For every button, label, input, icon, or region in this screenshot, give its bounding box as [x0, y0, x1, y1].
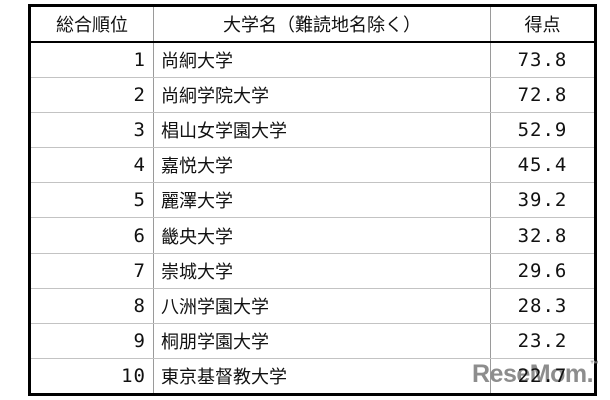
table-row: 3 椙山女学園大学 52.9	[31, 112, 594, 148]
score-cell: 28.3	[517, 294, 568, 317]
university-name-cell: 八洲学園大学	[153, 288, 491, 323]
rank-cell: 9	[133, 329, 146, 352]
university-name-cell: 嘉悦大学	[153, 148, 491, 183]
header-university-name: 大学名（難読地名除く）	[153, 7, 491, 41]
header-overall-rank: 総合順位	[56, 15, 128, 36]
rank-cell: 7	[133, 259, 146, 282]
university-name-cell: 尚絅大学	[153, 43, 491, 78]
score-cell: 22.7	[517, 364, 568, 387]
university-name-cell: 椙山女学園大学	[153, 113, 491, 148]
rank-cell: 8	[133, 294, 146, 317]
rank-cell: 5	[133, 189, 146, 212]
rank-cell: 4	[133, 154, 146, 177]
university-name-cell: 崇城大学	[153, 253, 491, 288]
table-row: 8 八洲学園大学 28.3	[31, 287, 594, 323]
rank-cell: 3	[133, 119, 146, 142]
ranking-table: 総合順位 大学名（難読地名除く） 得点 1 尚絅大学 73.8 2 尚絅学院大学…	[28, 4, 597, 396]
watermark-text: ReseMom.	[472, 360, 594, 388]
table-row: 4 嘉悦大学 45.4	[31, 147, 594, 183]
table-row: 1 尚絅大学 73.8	[31, 43, 594, 78]
table-row: 2 尚絅学院大学 72.8	[31, 77, 594, 113]
score-cell: 73.8	[517, 49, 568, 72]
table-row: 6 畿央大学 32.8	[31, 217, 594, 253]
trademark-icon: ™	[590, 359, 600, 369]
table-row: 10 東京基督教大学 22.7	[31, 357, 594, 393]
university-name-cell: 麗澤大学	[153, 183, 491, 218]
score-cell: 52.9	[517, 119, 568, 142]
rank-cell: 6	[133, 224, 146, 247]
score-cell: 45.4	[517, 154, 568, 177]
table-row: 9 桐朋学園大学 23.2	[31, 322, 594, 358]
score-cell: 32.8	[517, 224, 568, 247]
university-name-cell: 桐朋学園大学	[153, 323, 491, 358]
university-name-cell: 尚絅学院大学	[153, 78, 491, 113]
score-cell: 39.2	[517, 189, 568, 212]
rank-cell: 2	[133, 84, 146, 107]
score-cell: 72.8	[517, 84, 568, 107]
table-row: 5 麗澤大学 39.2	[31, 182, 594, 218]
table-row: 7 崇城大学 29.6	[31, 252, 594, 288]
resemom-watermark: ReseMom.™	[472, 359, 600, 389]
score-cell: 29.6	[517, 259, 568, 282]
rank-cell: 10	[121, 364, 146, 387]
table-header-row: 総合順位 大学名（難読地名除く） 得点	[31, 7, 594, 43]
score-cell: 23.2	[517, 329, 568, 352]
header-score: 得点	[524, 15, 561, 36]
university-name-cell: 畿央大学	[153, 218, 491, 253]
university-name-cell: 東京基督教大学	[153, 358, 491, 393]
rank-cell: 1	[133, 49, 146, 72]
